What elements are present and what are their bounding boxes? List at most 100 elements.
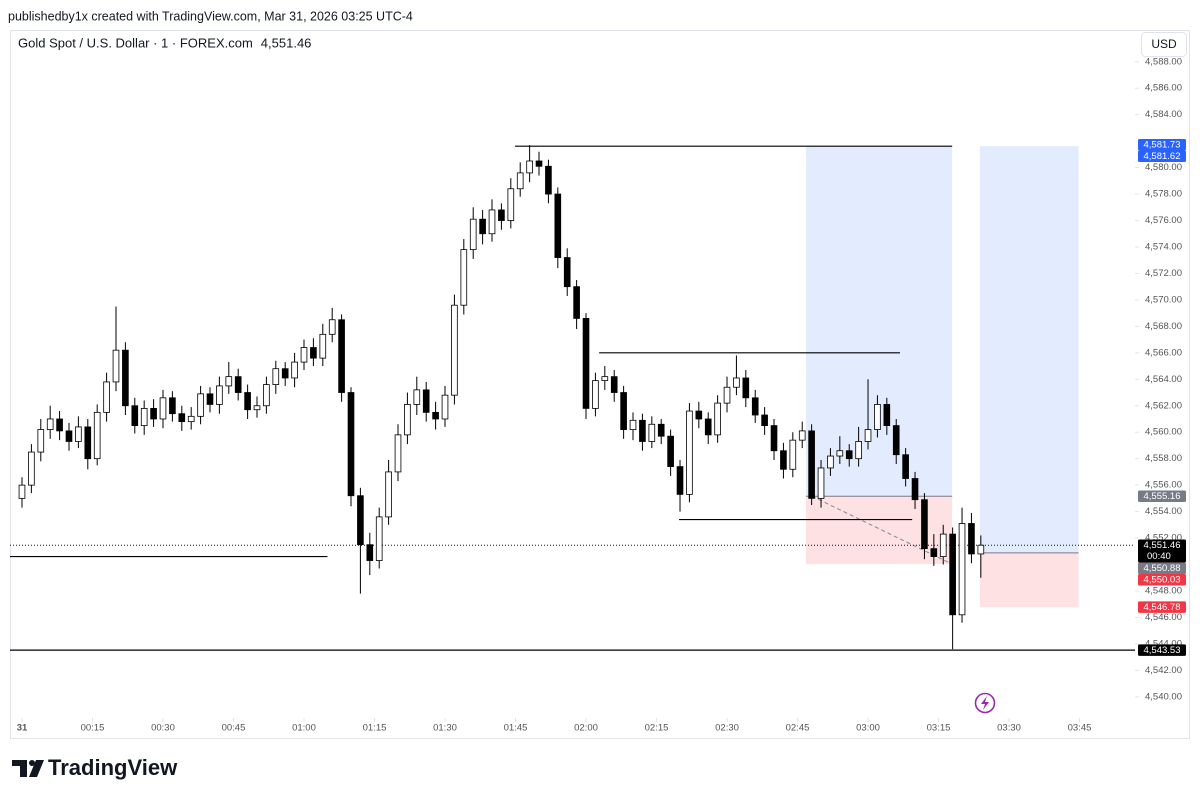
countdown: 00:40 [1147,551,1171,562]
candle-body [197,393,204,417]
candle-body [225,376,233,387]
y-tick-label: 4,572.00 [1145,268,1182,279]
loss-zone [979,552,1079,608]
candle-body [977,544,985,555]
candle-body [601,376,609,382]
price-label-box [1138,601,1186,613]
candle-body [394,434,402,473]
candle-body [216,385,223,405]
candle-body [244,392,251,411]
candle-body [65,430,73,442]
candle-body [432,411,439,420]
candle-body [140,407,148,426]
candle-body [84,426,92,460]
candle-body [441,394,449,420]
candle-body [291,361,298,379]
candle-body [498,209,505,221]
candle-body [328,319,336,335]
logo-dot [29,760,35,766]
brand: TradingView [48,755,178,780]
candle-body [733,377,740,388]
candle-body [629,419,637,430]
logo [12,760,44,777]
credit: publishedby1x created with TradingView.c… [8,9,413,23]
x-tick-label: 00:30 [151,723,175,734]
candle-body [789,439,797,470]
candle-body [169,397,176,415]
replay-bolt[interactable] [981,696,989,710]
logo-t [12,760,27,777]
candle-body [206,393,214,405]
candle-body [28,451,35,486]
currency-button[interactable] [1141,32,1187,57]
candle-body [469,218,477,251]
candle-body [300,347,308,363]
price-label-box [1138,539,1186,563]
x-tick-label: 02:30 [715,723,739,734]
y-tick-label: 4,554.00 [1145,506,1182,517]
candle-body [770,425,778,452]
price-label-box [1138,138,1186,151]
x-tick-label: 01:45 [504,723,528,734]
x-tick-label: 03:00 [856,723,880,734]
candle-body [516,172,524,190]
loss-zone [805,496,953,565]
candle-body [657,423,665,437]
y-tick-label: 4,584.00 [1145,109,1182,120]
candle-body [112,349,120,383]
candle-body [460,249,468,306]
x-tick-label: 02:45 [786,723,810,734]
candle-body [535,160,543,167]
candle-body [695,410,703,420]
currency-label[interactable]: USD [1151,37,1177,51]
candle-body [751,397,759,416]
y-tick-label: 4,580.00 [1145,162,1182,173]
candle-body [281,368,289,379]
y-tick-label: 4,562.00 [1145,400,1182,411]
profit-zone [805,146,953,497]
y-tick-label: 4,568.00 [1145,321,1182,332]
candle-body [620,392,627,430]
candle-body [357,495,364,546]
candle-body [18,484,26,499]
x-tick-label: 03:45 [1068,723,1092,734]
price-label: 4,546.78 [1144,602,1181,613]
y-tick-label: 4,546.00 [1145,612,1182,623]
replay-circle[interactable] [974,692,996,714]
candle-body [413,389,421,405]
price-label-box [1138,150,1186,162]
candle-body [253,405,261,411]
chart-frame [10,30,1190,739]
candle-body [37,429,45,453]
candle-body [667,435,674,468]
candle-body [892,425,900,456]
x-tick-label: 03:30 [997,723,1021,734]
candle-body [93,411,101,460]
candle-body [56,418,63,432]
price-label-box [1138,573,1186,586]
replay-icon[interactable] [974,692,996,714]
candle-body [714,402,721,436]
x-tick-label: 01:30 [433,723,457,734]
price-label: 4,543.53 [1144,645,1181,656]
candle-body [968,523,975,555]
price-label-box [1138,490,1186,503]
candle-body [347,392,355,497]
y-tick-label: 4,558.00 [1145,453,1182,464]
candle-body [573,286,580,319]
header-last-price: 4,551.46 [261,35,312,50]
candle-body [798,430,806,441]
candle-body [864,429,872,442]
logo-slash [29,760,44,777]
candle-body [902,454,909,479]
candle-body [949,533,956,616]
symbol-title: Gold Spot / U.S. Dollar · 1 · FOREX.com [18,35,253,50]
candle-body [263,384,270,407]
candle-body [592,380,599,409]
price-label: 4,550.88 [1144,563,1181,574]
y-tick-label: 4,564.00 [1145,374,1182,385]
trade-path [811,495,953,565]
candle-body [479,218,486,235]
candle-body [338,319,345,393]
candle-body [817,467,825,499]
